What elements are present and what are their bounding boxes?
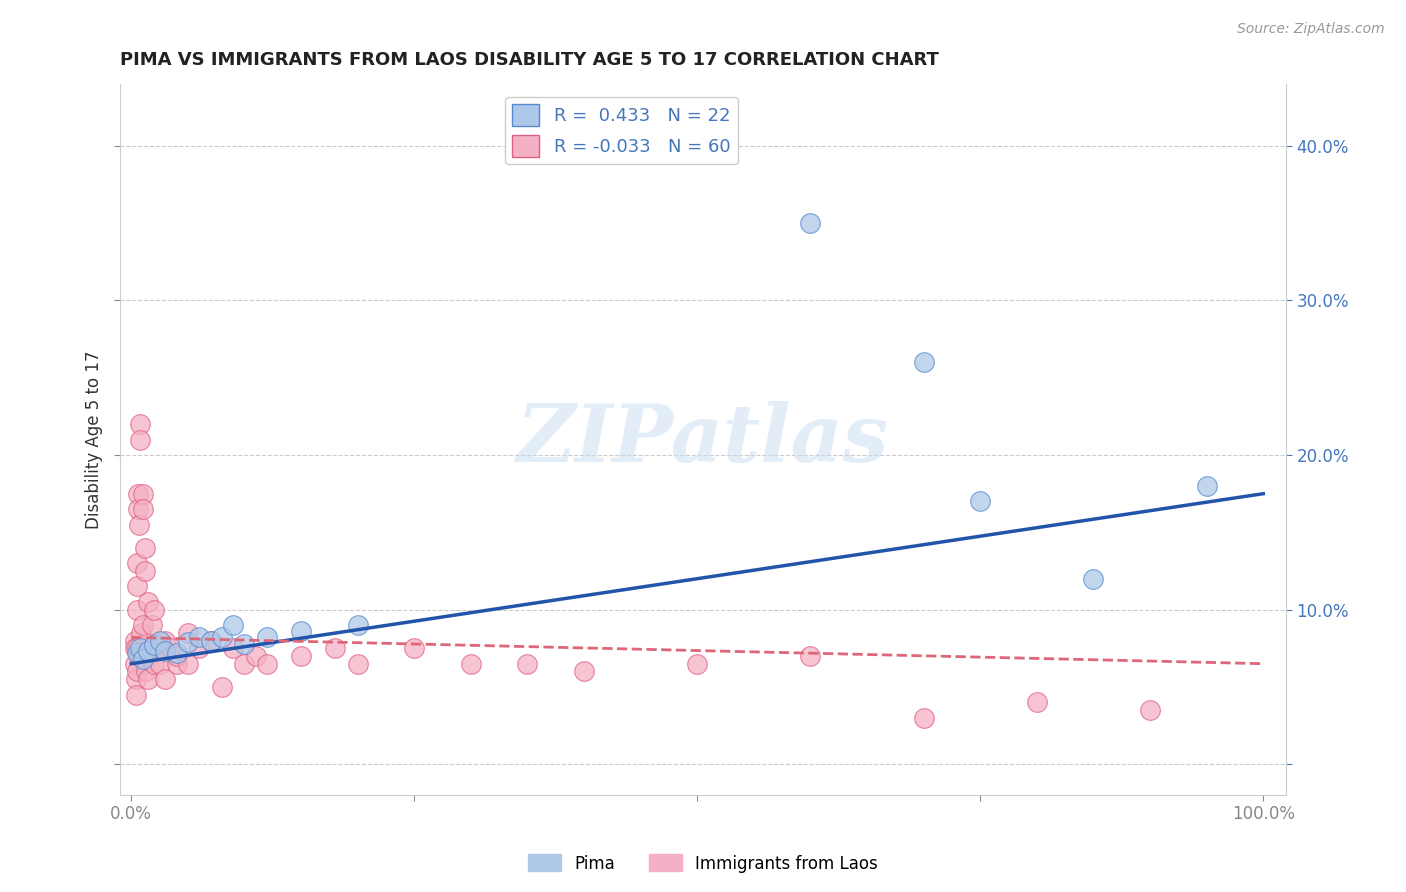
Point [129, 433, 152, 447]
Point [346, 618, 368, 632]
Point [346, 657, 368, 671]
Point [460, 657, 482, 671]
Point [200, 633, 222, 648]
Point [136, 672, 159, 686]
Point [142, 657, 165, 671]
Point [124, 657, 146, 671]
Point [131, 502, 153, 516]
Point [145, 641, 167, 656]
Point [1025, 695, 1047, 709]
Point [160, 641, 183, 656]
Point [222, 618, 245, 632]
Point [155, 644, 177, 658]
Point [290, 648, 312, 663]
Point [125, 665, 148, 679]
Point [131, 486, 153, 500]
Point [177, 657, 200, 671]
Point [1139, 703, 1161, 717]
Point [211, 631, 233, 645]
Point [155, 672, 177, 686]
Point [233, 637, 256, 651]
Point [125, 688, 148, 702]
Point [799, 648, 821, 663]
Point [233, 657, 256, 671]
Point [125, 646, 148, 660]
Point [166, 646, 188, 660]
Point [134, 564, 156, 578]
Point [125, 602, 148, 616]
Point [200, 633, 222, 648]
Point [177, 635, 200, 649]
Point [128, 517, 150, 532]
Point [131, 652, 153, 666]
Point [323, 641, 346, 656]
Point [142, 638, 165, 652]
Point [125, 641, 148, 656]
Point [912, 355, 935, 369]
Point [141, 618, 163, 632]
Point [131, 625, 153, 640]
Point [1083, 572, 1105, 586]
Point [125, 579, 148, 593]
Point [149, 633, 172, 648]
Point [125, 672, 148, 686]
Point [125, 556, 148, 570]
Point [256, 631, 278, 645]
Point [211, 680, 233, 694]
Point [135, 665, 157, 679]
Point [799, 216, 821, 230]
Legend: R =  0.433   N = 22, R = -0.033   N = 60: R = 0.433 N = 22, R = -0.033 N = 60 [505, 96, 738, 164]
Point [188, 631, 211, 645]
Point [149, 657, 172, 671]
Point [149, 641, 172, 656]
Point [686, 657, 709, 671]
Point [124, 641, 146, 656]
Point [136, 648, 159, 663]
Y-axis label: Disability Age 5 to 17: Disability Age 5 to 17 [86, 351, 103, 529]
Point [969, 494, 991, 508]
Point [404, 641, 426, 656]
Point [134, 541, 156, 555]
Point [912, 711, 935, 725]
Point [188, 641, 211, 656]
Point [256, 657, 278, 671]
Point [290, 624, 312, 639]
Point [128, 648, 150, 663]
Point [1195, 479, 1218, 493]
Point [127, 502, 149, 516]
Point [155, 633, 177, 648]
Point [245, 648, 267, 663]
Point [127, 486, 149, 500]
Legend: Pima, Immigrants from Laos: Pima, Immigrants from Laos [522, 847, 884, 880]
Point [129, 417, 152, 431]
Text: PIMA VS IMMIGRANTS FROM LAOS DISABILITY AGE 5 TO 17 CORRELATION CHART: PIMA VS IMMIGRANTS FROM LAOS DISABILITY … [120, 51, 939, 69]
Point [572, 665, 595, 679]
Point [131, 618, 153, 632]
Point [166, 648, 188, 663]
Point [131, 648, 153, 663]
Point [136, 644, 159, 658]
Text: Source: ZipAtlas.com: Source: ZipAtlas.com [1237, 22, 1385, 37]
Point [142, 602, 165, 616]
Point [124, 633, 146, 648]
Point [177, 625, 200, 640]
Point [222, 641, 245, 656]
Point [166, 657, 188, 671]
Point [516, 657, 538, 671]
Point [131, 648, 153, 663]
Point [136, 595, 159, 609]
Text: ZIPatlas: ZIPatlas [517, 401, 889, 478]
Point [129, 641, 152, 656]
